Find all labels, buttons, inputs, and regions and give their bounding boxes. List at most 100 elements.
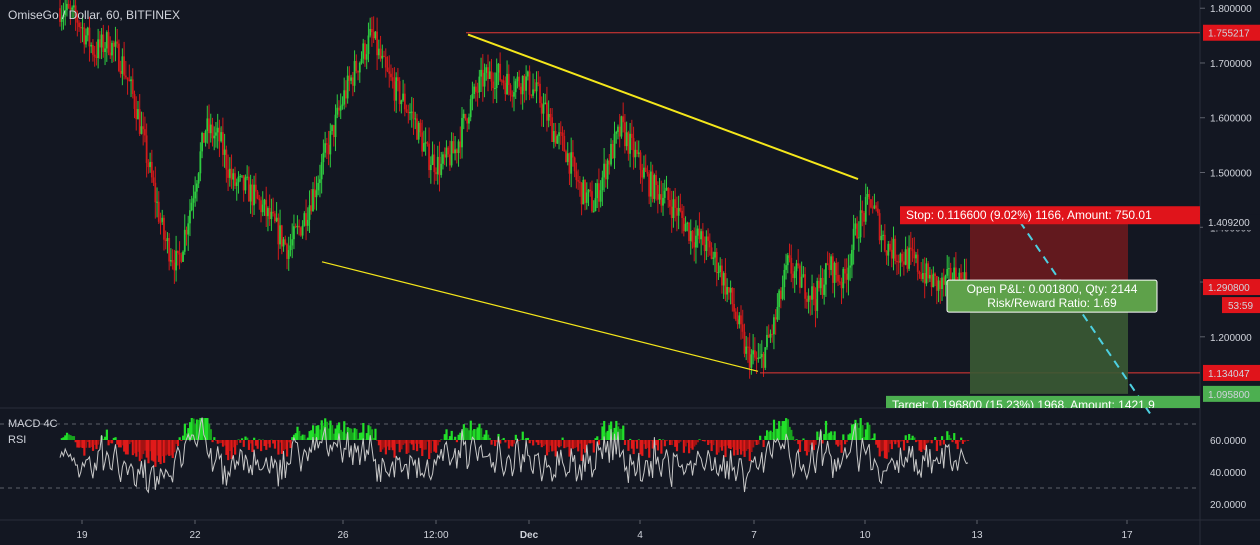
macd-bar — [967, 440, 970, 441]
candle-body — [653, 175, 656, 199]
macd-bar — [294, 433, 297, 440]
macd-bar — [97, 440, 100, 445]
candle-body — [922, 272, 924, 279]
candle-body — [804, 274, 807, 299]
macd-bar — [374, 428, 377, 440]
macd-bar — [538, 440, 542, 444]
candle-body — [242, 175, 245, 191]
candle-body — [261, 204, 264, 213]
macd-bar — [835, 440, 838, 445]
macd-bar — [194, 424, 197, 440]
candle-body — [679, 207, 682, 211]
candle-body — [847, 267, 850, 280]
macd-bar — [920, 440, 923, 452]
macd-bar — [594, 438, 597, 440]
macd-bar — [273, 440, 277, 449]
candle-body — [109, 52, 112, 56]
macd-bar — [746, 440, 750, 450]
macd-bar — [173, 440, 176, 453]
candle-body — [611, 144, 614, 159]
candle-body — [516, 76, 519, 82]
candle-body — [774, 317, 777, 320]
candle-body — [152, 177, 155, 183]
macd-bar — [601, 426, 604, 440]
candle-body — [327, 144, 330, 155]
candle-body — [320, 162, 323, 180]
macd-bar — [840, 440, 843, 453]
candle-body — [232, 173, 235, 180]
macd-bar — [145, 440, 148, 458]
macd-bar — [403, 440, 407, 444]
macd-bar — [960, 437, 963, 440]
candle-body — [111, 42, 113, 56]
macd-bar — [381, 440, 384, 450]
candle-body — [669, 199, 671, 207]
candle-body — [582, 179, 585, 205]
macd-bar — [632, 440, 635, 455]
target-label-box — [886, 395, 1200, 408]
candle-body — [228, 168, 231, 178]
candle-body — [618, 126, 621, 137]
candle-body — [488, 71, 491, 79]
macd-bar — [694, 440, 698, 445]
candle-body — [851, 249, 853, 266]
candle-body — [823, 284, 826, 295]
macd-bar — [90, 440, 93, 447]
macd-bar — [866, 422, 869, 440]
macd-bar — [83, 440, 86, 456]
candle-body — [601, 177, 604, 191]
macd-bar — [684, 440, 687, 447]
macd-bar — [136, 440, 140, 452]
candle-body — [67, 3, 70, 8]
macd-bar — [573, 440, 576, 449]
candle-body — [514, 81, 517, 93]
candle-body — [682, 218, 685, 232]
candle-body — [265, 199, 268, 217]
macd-bar — [317, 425, 320, 440]
macd-bar — [343, 421, 346, 440]
macd-bar — [183, 423, 186, 440]
candle-body — [237, 176, 240, 183]
macd-bar — [341, 431, 344, 440]
macd-bar — [490, 440, 493, 445]
candle-body — [338, 107, 340, 111]
macd-bar — [506, 440, 509, 441]
candle-body — [275, 217, 278, 222]
macd-bar — [611, 432, 614, 440]
macd-bar — [757, 440, 760, 445]
macd-bar — [337, 422, 341, 440]
candle-body — [170, 260, 172, 262]
candle-body — [779, 290, 782, 299]
macd-bar — [492, 440, 495, 441]
macd-bar — [305, 439, 308, 440]
candle-body — [837, 274, 839, 282]
candle-body — [289, 245, 292, 251]
macd-bar — [618, 428, 621, 440]
candle-body — [630, 133, 633, 138]
macd-bar — [717, 440, 720, 453]
macd-bar — [514, 434, 517, 440]
macd-bar — [688, 440, 691, 454]
macd-bar — [135, 440, 138, 457]
macd-bar — [79, 440, 82, 448]
macd-bar — [488, 437, 491, 440]
candle-body — [225, 149, 228, 170]
candle-body — [719, 265, 722, 273]
candle-body — [568, 153, 571, 174]
macd-bar — [221, 440, 225, 447]
macd-bar — [901, 440, 904, 442]
macd-bar — [386, 440, 389, 447]
candles — [59, 0, 969, 379]
candle-body — [558, 132, 560, 137]
macd-bar — [889, 440, 892, 444]
macd-bar — [152, 440, 155, 462]
candle-body — [561, 132, 564, 136]
macd-bar — [88, 440, 91, 448]
macd-bar — [116, 440, 119, 445]
macd-bar — [551, 440, 554, 452]
macd-bar — [391, 440, 394, 451]
macd-bar — [693, 440, 696, 447]
macd-bar — [72, 436, 76, 440]
macd-bar — [585, 440, 588, 445]
